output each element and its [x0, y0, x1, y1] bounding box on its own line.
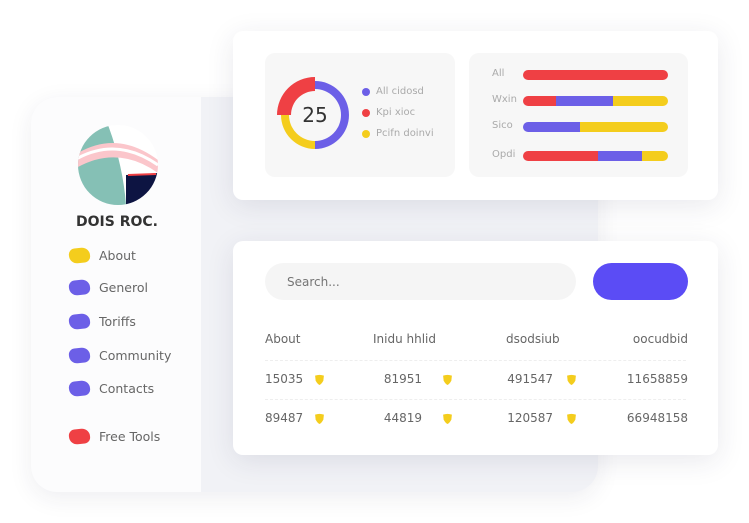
sidebar-item-label: Generol [99, 280, 148, 295]
stacked-bar [523, 151, 668, 161]
table-cell: 491547 [507, 372, 553, 386]
bar-segment [523, 122, 580, 132]
legend-dot-icon [362, 108, 370, 117]
column-header[interactable]: Inidu hhlid [373, 332, 437, 346]
sidebar-item-label: Toriffs [99, 314, 136, 329]
donut-chart [277, 77, 349, 149]
sidebar-item-generol[interactable]: Generol [68, 278, 148, 297]
bar-label: Opdi [492, 149, 516, 160]
divider [265, 399, 686, 400]
bar-segment [556, 96, 613, 106]
bars-box: All Wxin Sico Opdi [469, 53, 688, 177]
sidebar-item-label: Free Tools [99, 429, 161, 444]
sidebar-item-contacts[interactable]: Contacts [68, 379, 155, 398]
table-cell: 120587 [507, 411, 553, 425]
sidebar-item-label: Contacts [99, 381, 155, 396]
bar-segment [598, 151, 642, 161]
nav-blob-icon [68, 346, 91, 365]
table-cell: 11658859 [626, 372, 688, 386]
donut-center-value: 25 [302, 103, 328, 127]
divider [265, 360, 686, 361]
stats-card: 25 All cidosd Kpi xioc Pcifn doinvi All Wxi… [233, 31, 718, 200]
sidebar-item-toriffs[interactable]: Toriffs [68, 312, 136, 331]
legend-label: Pcifn doinvi [376, 128, 434, 139]
nav-blob-icon [68, 379, 91, 398]
table-cell: 89487 [265, 411, 304, 425]
shield-icon [567, 374, 576, 385]
stacked-bar [523, 96, 668, 106]
shield-icon [315, 374, 324, 385]
table-card: About Inidu hhlid dsodsiub oocudbid 15035 819… [233, 241, 718, 455]
stacked-bar [523, 122, 668, 132]
table-cell: 81951 [383, 372, 422, 386]
bar-label: All [492, 68, 505, 79]
donut-segment [281, 115, 315, 149]
nav-blob-icon [68, 278, 91, 297]
search-input[interactable] [265, 263, 576, 300]
bar-segment [523, 96, 557, 106]
nav-blob-icon [68, 427, 91, 446]
nav-blob-icon [68, 246, 91, 265]
bar-segment [523, 151, 599, 161]
shield-icon [443, 413, 452, 424]
avatar [78, 125, 158, 205]
sidebar-item-community[interactable]: Community [68, 346, 172, 365]
shield-icon [567, 413, 576, 424]
sidebar-item-free-tools[interactable]: Free Tools [68, 427, 161, 446]
donut-segment [277, 77, 315, 115]
sidebar-item-about[interactable]: About [68, 246, 136, 265]
sidebar-item-label: About [99, 248, 136, 263]
table-cell: 44819 [383, 411, 422, 425]
legend-item: Pcifn doinvi [362, 128, 434, 139]
column-header[interactable]: oocudbid [632, 332, 688, 346]
bar-label: Sico [492, 120, 513, 131]
sidebar-item-label: Community [99, 348, 172, 363]
legend-label: All cidosd [376, 86, 424, 97]
table-cell: 66948158 [626, 411, 688, 425]
donut-box: 25 All cidosd Kpi xioc Pcifn doinvi [265, 53, 455, 177]
table-cell: 15035 [265, 372, 304, 386]
bar-segment [579, 122, 668, 132]
donut-segment [315, 81, 349, 149]
action-button[interactable] [593, 263, 688, 300]
bar-segment [523, 70, 668, 80]
shield-icon [443, 374, 452, 385]
profile-name: DOIS ROC. [76, 214, 158, 230]
legend-label: Kpi xioc [376, 107, 416, 118]
bar-segment [641, 151, 668, 161]
bar-label: Wxin [492, 94, 517, 105]
legend-item: Kpi xioc [362, 107, 415, 118]
legend-dot-icon [362, 129, 370, 138]
column-header[interactable]: About [265, 332, 301, 346]
legend-dot-icon [362, 87, 370, 96]
legend-item: All cidosd [362, 86, 424, 97]
sidebar: DOIS ROC. About Generol Toriffs Community Co… [31, 97, 201, 492]
column-header[interactable]: dsodsiub [506, 332, 560, 346]
stacked-bar [523, 70, 668, 80]
nav-blob-icon [68, 312, 91, 331]
bar-segment [612, 96, 668, 106]
shield-icon [315, 413, 324, 424]
